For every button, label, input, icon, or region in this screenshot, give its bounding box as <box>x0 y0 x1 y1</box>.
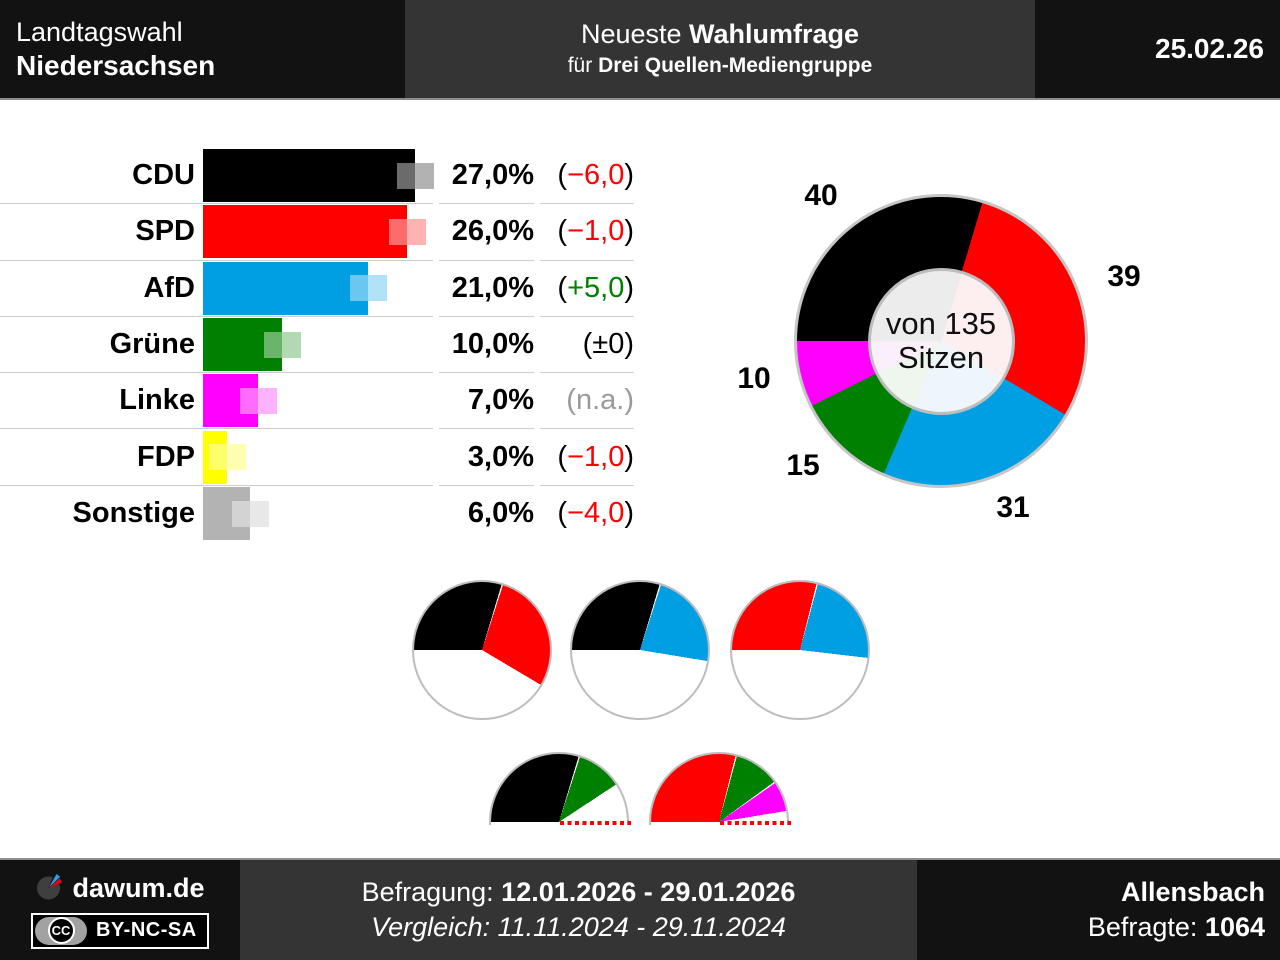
party-value: 6,0% <box>467 497 534 530</box>
change-marker-inner <box>397 162 415 189</box>
party-value: 3,0% <box>467 440 534 473</box>
change-marker-inner <box>232 500 250 527</box>
cc-logo: CC <box>35 916 87 945</box>
party-row: Linke 7,0% (n.a.) <box>0 373 640 430</box>
change-marker-inner <box>209 444 227 471</box>
change-marker-inner <box>264 331 282 358</box>
branding: dawum.de CC BY-NC-SA <box>0 860 240 960</box>
party-bar <box>203 205 407 259</box>
poll-date: 25.02.26 <box>1035 0 1280 98</box>
bar-area <box>203 487 433 541</box>
change-marker-inner <box>350 275 368 302</box>
coalition-pie-cdu-afd <box>570 580 710 720</box>
party-bar <box>203 430 227 484</box>
seat-label-afd: 31 <box>996 491 1030 524</box>
party-label: CDU <box>132 159 195 192</box>
majority-threshold-line <box>720 821 791 825</box>
seat-label-linke: 10 <box>737 362 771 395</box>
party-label: AfD <box>143 271 195 304</box>
respondents: Befragte: 1064 <box>1087 912 1265 942</box>
party-label: Grüne <box>109 328 195 361</box>
halfpie-arc <box>649 752 789 825</box>
cc-license-type: BY-NC-SA <box>96 919 197 941</box>
party-row: Sonstige 6,0% (−4,0) <box>0 486 640 542</box>
party-label: SPD <box>135 215 195 248</box>
party-bar-chart: CDU 27,0% (−6,0) SPD 26,0% (−1,0) AfD 21… <box>0 148 640 542</box>
party-row: SPD 26,0% (−1,0) <box>0 204 640 261</box>
change-marker-outer <box>282 331 301 358</box>
party-row: Grüne 10,0% (±0) <box>0 317 640 374</box>
party-change: (+5,0) <box>557 271 634 304</box>
institute-info: Allensbach Befragte: 1064 <box>917 860 1280 960</box>
election-region: Niedersachsen <box>16 50 216 81</box>
party-label: Sonstige <box>72 497 195 530</box>
change-marker-outer <box>227 444 246 471</box>
party-value: 27,0% <box>451 159 534 192</box>
party-value: 21,0% <box>451 271 534 304</box>
party-row: FDP 3,0% (−1,0) <box>0 429 640 486</box>
party-change: (±0) <box>582 328 634 361</box>
party-bar <box>203 318 282 372</box>
party-bar <box>203 374 258 428</box>
seat-donut-chart: von 135 Sitzen <box>794 194 1088 488</box>
bar-area <box>203 261 433 315</box>
poll-title-line1: Neueste Wahlumfrage <box>580 18 860 49</box>
party-label: Linke <box>119 384 195 417</box>
party-value: 26,0% <box>451 215 534 248</box>
party-change: (n.a.) <box>566 384 634 417</box>
party-change: (−1,0) <box>557 440 634 473</box>
seat-total-line2: Sitzen <box>897 340 985 375</box>
party-bar <box>203 261 368 315</box>
cc-circle-icon: CC <box>47 917 75 944</box>
change-marker-outer <box>415 162 434 189</box>
change-marker-inner <box>389 218 407 245</box>
seat-total-line1: von 135 <box>885 306 997 341</box>
coalition-pie-spd-afd <box>730 580 870 720</box>
change-marker-outer <box>258 387 277 414</box>
survey-period: Befragung: 12.01.2026 - 29.01.2026 Vergl… <box>240 860 917 960</box>
bar-area <box>203 205 433 259</box>
footer-bar: dawum.de CC BY-NC-SA Befragung: 12.01.20… <box>0 858 1280 960</box>
coalition-halfpie-spd-gruene-linke <box>649 752 791 825</box>
coalition-pie-cdu-spd <box>412 580 552 720</box>
change-marker-outer <box>250 500 269 527</box>
comparison-dates: Vergleich: 11.11.2024 - 29.11.2024 <box>371 912 786 942</box>
bar-area <box>203 149 434 203</box>
bar-area <box>203 318 433 372</box>
halfpie-arc <box>489 752 629 825</box>
dawum-pie-logo-icon <box>35 872 65 906</box>
header-bar: Landtagswahl Niedersachsen Neueste Wahlu… <box>0 0 1280 100</box>
party-label: FDP <box>137 440 195 473</box>
party-change: (−6,0) <box>557 159 634 192</box>
party-bar <box>203 487 250 541</box>
seat-label-cdu: 40 <box>804 179 838 212</box>
election-title: Landtagswahl Niedersachsen <box>0 0 405 98</box>
institute-name: Allensbach <box>1120 877 1265 907</box>
party-row: CDU 27,0% (−6,0) <box>0 148 640 205</box>
change-marker-outer <box>407 218 426 245</box>
bar-area <box>203 430 433 484</box>
party-value: 7,0% <box>467 384 534 417</box>
change-marker-outer <box>368 275 387 302</box>
cc-license-badge: CC BY-NC-SA <box>31 912 209 949</box>
coalition-halfpie-cdu-gruene <box>489 752 631 825</box>
party-change: (−4,0) <box>557 497 634 530</box>
brand-name: dawum.de <box>72 873 205 903</box>
election-type: Landtagswahl <box>16 17 183 47</box>
poll-title: Neueste Wahlumfrage für Drei Quellen-Med… <box>405 0 1035 98</box>
party-value: 10,0% <box>451 328 534 361</box>
bar-area <box>203 374 433 428</box>
seat-label-gruene: 15 <box>786 449 820 482</box>
seat-label-spd: 39 <box>1107 260 1141 293</box>
party-row: AfD 21,0% (+5,0) <box>0 261 640 317</box>
seat-donut-center: von 135 Sitzen <box>867 267 1015 415</box>
poll-title-line2: für Drei Quellen-Mediengruppe <box>567 53 873 77</box>
party-change: (−1,0) <box>557 215 634 248</box>
majority-threshold-line <box>560 821 631 825</box>
survey-dates: Befragung: 12.01.2026 - 29.01.2026 <box>361 877 796 907</box>
party-bar <box>203 149 415 203</box>
change-marker-inner <box>240 387 258 414</box>
